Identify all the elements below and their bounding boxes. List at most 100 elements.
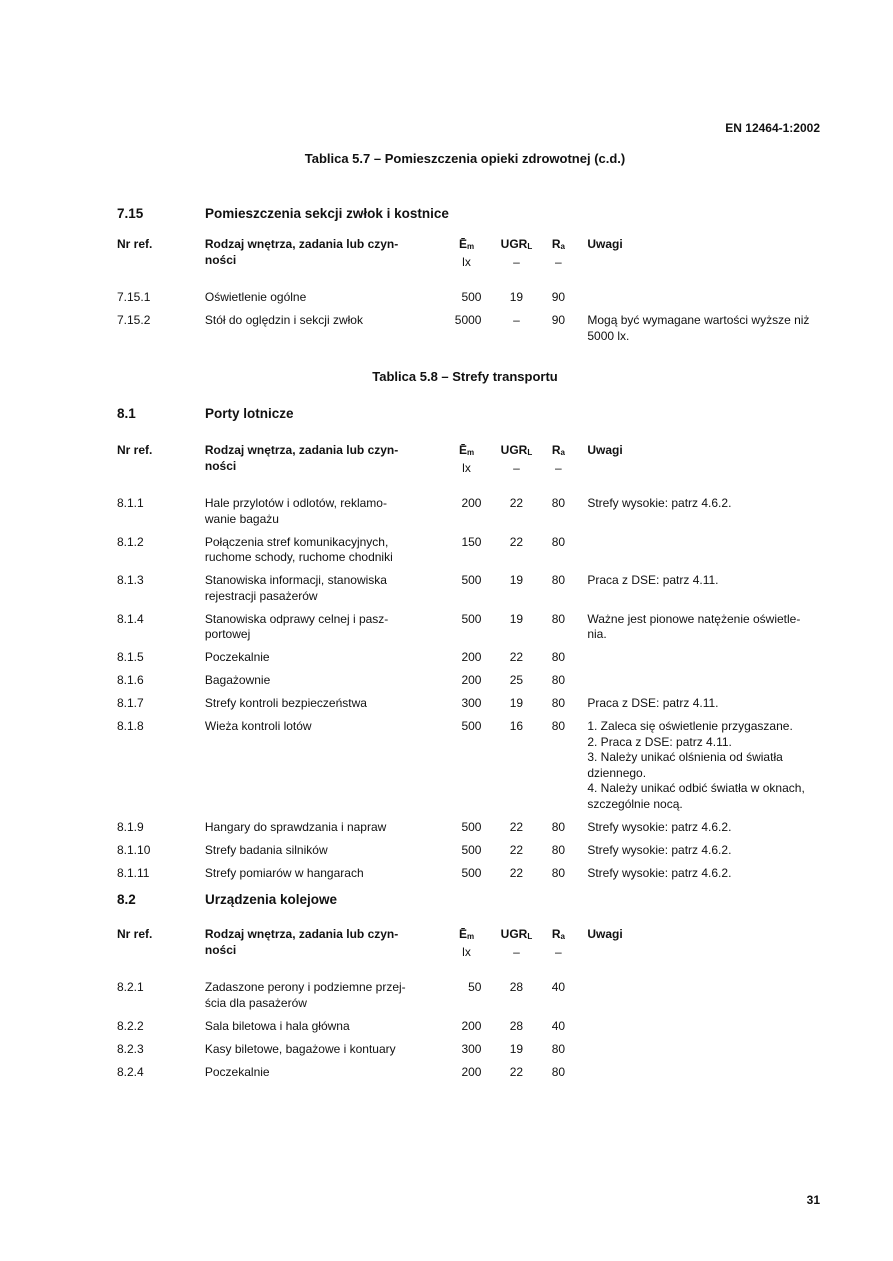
cell-ugr: 19 <box>509 573 524 587</box>
cell-desc: Połączenia stref komunikacyjnych, ruchom… <box>204 534 393 565</box>
column-header-notes: Uwagi <box>587 927 623 941</box>
column-header-em: Ēm lx <box>430 443 482 476</box>
cell-ref: 8.2.4 <box>117 1064 144 1079</box>
column-header-ugr-subscript: L <box>527 932 533 941</box>
cell-ra: 80 <box>551 696 566 710</box>
column-header-ugr: UGRL – <box>481 443 543 476</box>
cell-notes: Strefy wysokie: patrz 4.6.2. <box>587 496 732 510</box>
cell-ra: 80 <box>551 573 566 587</box>
cell-ra: 80 <box>551 496 566 510</box>
cell-em: 300 <box>461 1041 482 1056</box>
column-header-ugr-subscript: L <box>527 242 533 251</box>
data-table: Nr ref. Rodzaj wnętrza, zadania lub czyn-… <box>117 237 827 352</box>
section-number: 7.15 <box>117 206 144 221</box>
table-row: 8.1.3 Stanowiska informacji, stanowiska r… <box>117 573 827 612</box>
cell-ra: 80 <box>551 842 566 857</box>
cell-ugr: 22 <box>509 1064 524 1079</box>
section-heading: 8.1 Porty lotnicze <box>117 406 294 421</box>
column-header-ugr-label: UGR <box>500 927 528 941</box>
cell-ugr: 22 <box>509 650 524 664</box>
table-header-row: Nr ref. Rodzaj wnętrza, zadania lub czyn-… <box>117 237 827 290</box>
cell-desc: Wieża kontroli lotów <box>204 719 312 733</box>
table-row: 8.1.9 Hangary do sprawdzania i napraw 500 2… <box>117 820 827 843</box>
column-header-em-unit: lx <box>462 944 471 959</box>
column-header-ra: Ra – <box>543 443 573 476</box>
cell-em: 300 <box>461 696 482 710</box>
cell-em: 500 <box>461 573 482 587</box>
column-header-ra-subscript: a <box>560 448 565 457</box>
column-header-ra-subscript: a <box>560 932 565 941</box>
cell-ra: 40 <box>551 980 566 994</box>
column-header-ref: Nr ref. <box>117 237 153 251</box>
cell-ugr: 19 <box>509 290 524 304</box>
cell-notes <box>573 535 827 566</box>
cell-em: 500 <box>461 819 482 834</box>
cell-em: 50 <box>468 980 482 994</box>
cell-notes: Mogą być wymagane wartości wyższe niż 50… <box>587 313 810 343</box>
table-title: Tablica 5.8 – Strefy transportu <box>372 369 558 384</box>
cell-ra: 80 <box>551 534 566 549</box>
column-header-ra-label: R <box>551 927 561 941</box>
cell-ref: 8.1.2 <box>117 534 144 549</box>
cell-ugr: 22 <box>509 865 524 880</box>
column-header-ugr-label: UGR <box>500 237 528 251</box>
cell-notes <box>573 673 827 689</box>
cell-em: 5000 <box>454 313 482 327</box>
table-row: 8.1.10 Strefy badania silników 500 22 80 Stre… <box>117 843 827 866</box>
table-title: Tablica 5.7 – Pomieszczenia opieki zdrow… <box>304 151 626 166</box>
table-row: 7.15.2 Stół do oględzin i sekcji zwłok 500… <box>117 313 827 352</box>
column-header-em-label: Ē <box>458 927 467 941</box>
cell-ra: 80 <box>551 1041 566 1056</box>
cell-notes: 1. Zaleca się oświetlenie przygaszane. 2… <box>587 719 805 811</box>
cell-ra: 80 <box>551 650 566 664</box>
section-number: 8.1 <box>117 406 136 421</box>
column-header-em-unit: lx <box>462 460 471 475</box>
table-row: 8.1.8 Wieża kontroli lotów 500 16 80 1. Zalec… <box>117 719 827 820</box>
cell-em: 200 <box>461 650 482 664</box>
column-header-em-unit: lx <box>462 254 471 269</box>
cell-desc: Sala biletowa i hala główna <box>204 1018 350 1033</box>
cell-em: 150 <box>461 534 482 549</box>
column-header-notes: Uwagi <box>587 237 623 251</box>
cell-ugr: 28 <box>509 980 524 994</box>
cell-ugr: 19 <box>509 696 524 710</box>
column-header-ugr: UGRL – <box>481 927 543 960</box>
table-row: 8.2.3 Kasy biletowe, bagażowe i kontuary 3… <box>117 1042 827 1065</box>
page-number: 31 <box>806 1193 820 1207</box>
column-header-desc: Rodzaj wnętrza, zadania lub czyn- ności <box>204 927 399 957</box>
column-header-em-subscript: m <box>466 242 475 251</box>
column-header-ra-subscript: a <box>560 242 565 251</box>
cell-ugr: 22 <box>509 534 524 549</box>
cell-notes: Strefy wysokie: patrz 4.6.2. <box>587 819 732 834</box>
cell-desc: Kasy biletowe, bagażowe i kontuary <box>204 1041 396 1056</box>
cell-notes <box>573 290 827 306</box>
column-header-ref: Nr ref. <box>117 443 153 457</box>
column-header-em-subscript: m <box>466 932 475 941</box>
table-row: 8.1.6 Bagażownie 200 25 80 <box>117 673 827 696</box>
cell-notes: Praca z DSE: patrz 4.11. <box>587 573 719 587</box>
column-header-notes: Uwagi <box>587 443 623 457</box>
cell-ugr: 16 <box>509 719 524 733</box>
cell-notes: Praca z DSE: patrz 4.11. <box>587 696 719 710</box>
cell-ref: 8.2.3 <box>117 1041 144 1056</box>
cell-ra: 90 <box>551 290 566 304</box>
column-header-ra: Ra – <box>543 927 573 960</box>
cell-ref: 7.15.1 <box>117 290 151 304</box>
cell-ref: 8.2.2 <box>117 1018 144 1033</box>
column-header-em-subscript: m <box>466 448 475 457</box>
section-number: 8.2 <box>117 892 136 907</box>
cell-ugr: 22 <box>509 496 524 510</box>
table-row: 8.1.7 Strefy kontroli bezpieczeństwa 300 19… <box>117 696 827 719</box>
section-heading: 7.15 Pomieszczenia sekcji zwłok i kostnic… <box>117 206 449 221</box>
column-header-ugr-subscript: L <box>527 448 533 457</box>
table-row: 8.2.1 Zadaszone perony i podziemne przej-… <box>117 980 827 1019</box>
column-header-desc: Rodzaj wnętrza, zadania lub czyn- ności <box>204 237 399 267</box>
section-name: Pomieszczenia sekcji zwłok i kostnice <box>205 206 449 221</box>
cell-notes: Strefy wysokie: patrz 4.6.2. <box>587 842 732 857</box>
cell-ra: 80 <box>551 865 566 880</box>
cell-desc: Bagażownie <box>204 673 271 687</box>
column-header-ugr-label: UGR <box>500 443 528 457</box>
table-row: 8.2.2 Sala biletowa i hala główna 200 28 40 <box>117 1019 827 1042</box>
column-header-ra-unit: – <box>555 944 562 959</box>
cell-ref: 8.2.1 <box>117 980 144 994</box>
